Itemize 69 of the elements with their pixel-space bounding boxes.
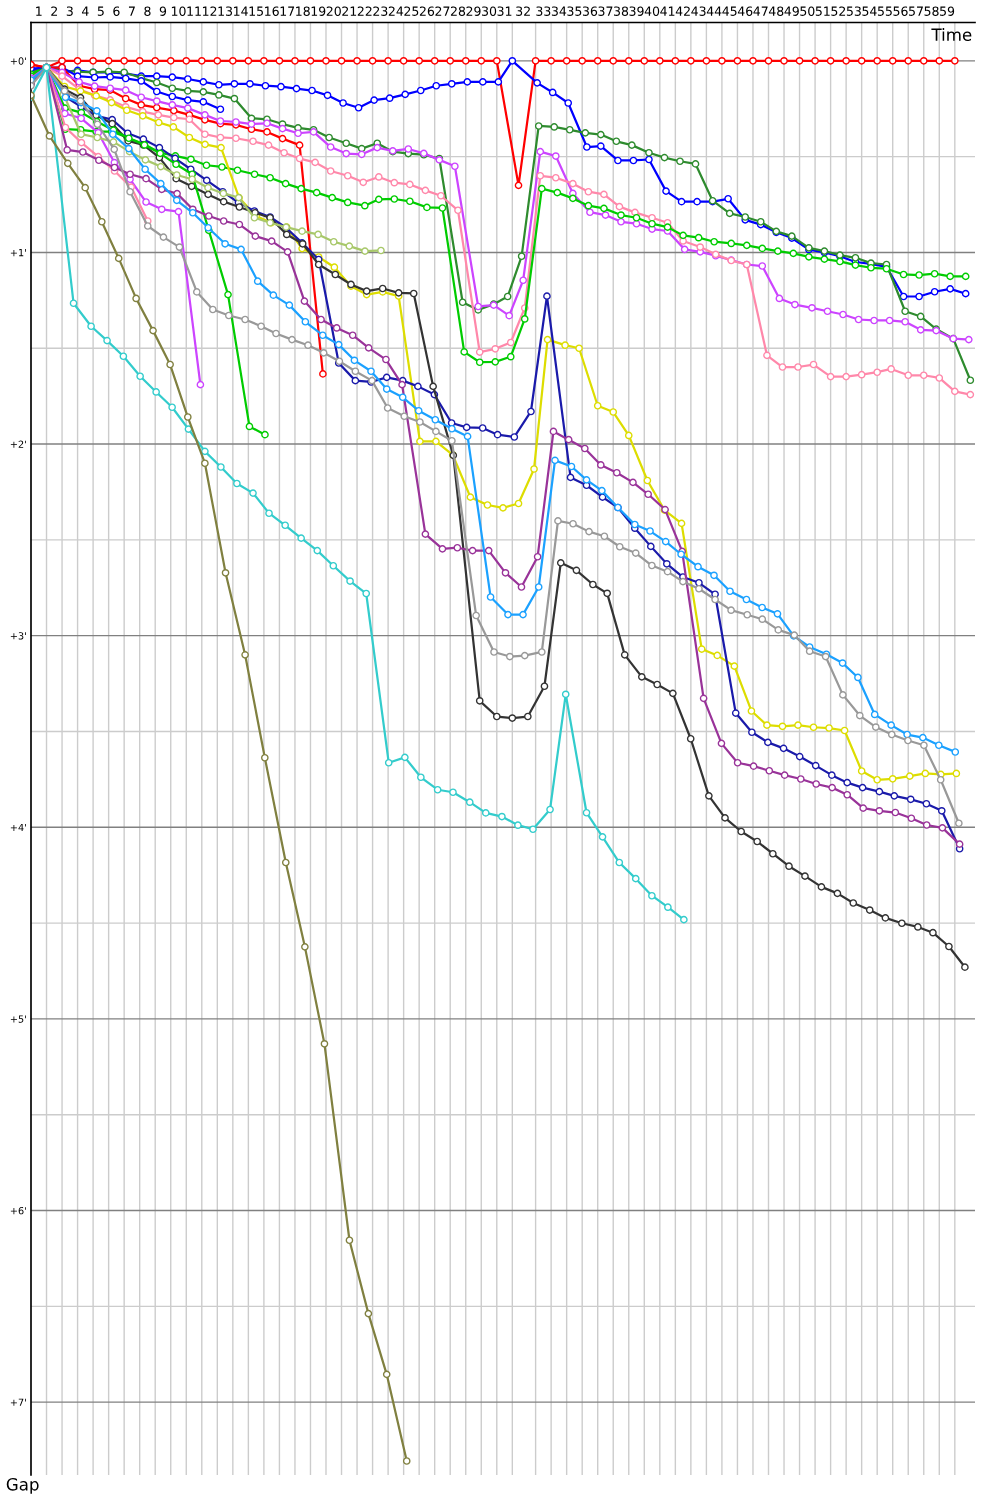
x-tick-label: 34 [551, 6, 567, 16]
x-tick-label: 46 [737, 6, 753, 16]
x-tick-label: 39 [629, 6, 644, 16]
x-tick-label: 44 [706, 6, 722, 16]
x-tick-label: 30 [482, 6, 497, 16]
x-tick-label: 11 [187, 6, 201, 16]
x-tick-label: 50 [800, 6, 815, 16]
x-tick-label: 59 [940, 6, 955, 16]
x-tick-label: 32 [516, 6, 530, 16]
x-tick-label: 40 [644, 6, 660, 16]
x-tick-label: 14 [234, 6, 248, 16]
x-tick-label: 15 [249, 6, 263, 16]
x-tick-label: 23 [373, 6, 388, 16]
x-tick-label: 13 [218, 6, 233, 16]
y-tick-label: +7' [10, 1398, 26, 1406]
y-tick-label: +2' [10, 440, 26, 448]
x-tick-label: 28 [450, 6, 466, 16]
x-tick-label: 55 [877, 6, 892, 16]
x-tick-label: 20 [326, 6, 341, 16]
x-axis-title: Time [931, 28, 972, 41]
x-tick-label: 2 [51, 6, 58, 16]
x-tick-label: 47 [753, 6, 768, 16]
x-tick-label: 8 [144, 6, 151, 16]
x-tick-label: 10 [171, 6, 186, 16]
y-tick-label: +4' [10, 823, 26, 831]
x-tick-label: 48 [768, 6, 784, 16]
x-tick-label: 12 [202, 6, 217, 16]
x-tick-label: 1 [36, 6, 42, 16]
x-tick-label: 43 [691, 6, 706, 16]
x-tick-label: 41 [660, 6, 675, 16]
x-tick-label: 27 [435, 6, 450, 16]
x-tick-label: 37 [598, 6, 613, 16]
x-tick-label: 57 [909, 6, 923, 16]
x-tick-label: 36 [582, 6, 598, 16]
x-tick-label: 19 [311, 6, 326, 16]
x-tick-label: 21 [342, 6, 357, 16]
x-tick-label: 31 [497, 6, 512, 16]
y-tick-label: +5' [10, 1015, 26, 1023]
x-tick-label: 35 [567, 6, 582, 16]
x-tick-label: 49 [784, 6, 799, 16]
x-tick-label: 4 [81, 6, 89, 16]
x-tick-label: 38 [614, 6, 629, 16]
y-tick-label: +0' [10, 57, 26, 65]
y-tick-label: +1' [10, 249, 26, 257]
x-tick-label: 51 [815, 6, 830, 16]
y-tick-label: +6' [10, 1207, 26, 1215]
x-tick-label: 17 [280, 6, 295, 16]
x-tick-label: 52 [831, 6, 846, 16]
x-tick-label: 24 [388, 6, 404, 16]
x-tick-label: 5 [97, 6, 104, 16]
x-tick-label: 6 [113, 6, 120, 16]
x-tick-label: 54 [862, 6, 877, 16]
x-tick-label: 26 [419, 6, 435, 16]
x-tick-label: 22 [357, 6, 372, 16]
x-tick-label: 29 [466, 6, 481, 16]
x-tick-label: 56 [893, 6, 908, 16]
x-tick-label: 16 [265, 6, 279, 16]
x-tick-label: 45 [722, 6, 737, 16]
x-tick-label: 25 [404, 6, 419, 16]
x-tick-label: 3 [66, 6, 73, 16]
x-tick-label: 58 [924, 6, 939, 16]
x-tick-label: 53 [846, 6, 861, 16]
y-axis-title: Gap [6, 1478, 39, 1494]
x-tick-label: 9 [159, 6, 167, 16]
x-tick-label: 42 [675, 6, 690, 16]
x-tick-label: 7 [128, 6, 135, 16]
y-tick-label: +3' [10, 632, 26, 640]
x-tick-label: 33 [536, 6, 551, 16]
x-tick-label: 18 [296, 6, 310, 16]
